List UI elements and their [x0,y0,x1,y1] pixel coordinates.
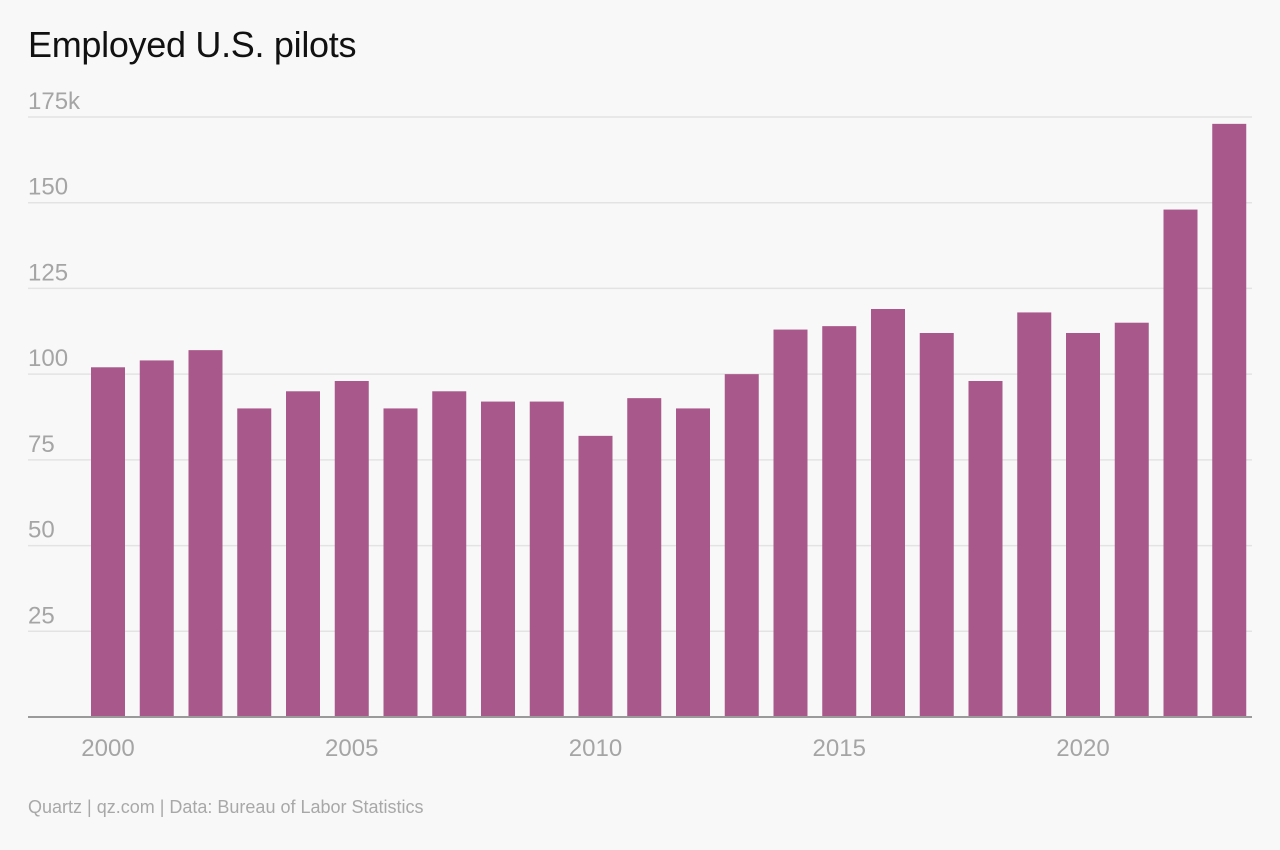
y-axis-ticks: 25 50 75 100 125 150 175k [28,88,81,629]
y-tick-label: 100 [28,345,68,372]
y-tick-label: 150 [28,174,68,201]
y-tick-label: 75 [28,431,55,458]
bar-2018 [968,381,1003,717]
x-tick-label: 2020 [1056,735,1109,762]
bar-2003 [237,408,272,717]
x-axis-ticks: 2000 2005 2010 2015 2020 [81,735,1109,762]
bar-2017 [919,333,954,717]
bar-2010 [578,435,613,717]
bar-2004 [286,391,320,717]
bar-2023 [1212,123,1247,718]
x-tick-label: 2000 [81,735,134,762]
x-tick-label: 2005 [325,735,378,762]
bar-2000 [91,367,125,717]
bar-2021 [1114,322,1149,717]
bar-2019 [1017,312,1052,717]
y-tick-label: 175k [28,88,81,115]
bar-2014 [773,329,808,717]
bar-2022 [1163,209,1198,718]
bar-2007 [432,391,467,717]
bar-2020 [1066,333,1100,717]
bar-2002 [188,350,223,717]
bar-2001 [139,360,174,717]
bar-2016 [871,309,905,717]
bar-2015 [822,326,857,717]
chart-title: Employed U.S. pilots [28,24,357,65]
y-tick-label: 50 [28,517,55,544]
x-tick-label: 2010 [569,735,622,762]
bar-2013 [724,374,759,717]
x-tick-label: 2015 [813,735,866,762]
y-tick-label: 125 [28,259,68,286]
bar-2006 [383,408,418,717]
bar-2009 [529,401,564,717]
bar-2008 [481,401,515,717]
bar-2011 [627,398,662,717]
y-tick-label: 25 [28,602,55,629]
bar-2005 [334,381,369,717]
source-footer: Quartz | qz.com | Data: Bureau of Labor … [28,797,424,817]
bar-2012 [676,408,710,717]
bars [91,123,1247,718]
